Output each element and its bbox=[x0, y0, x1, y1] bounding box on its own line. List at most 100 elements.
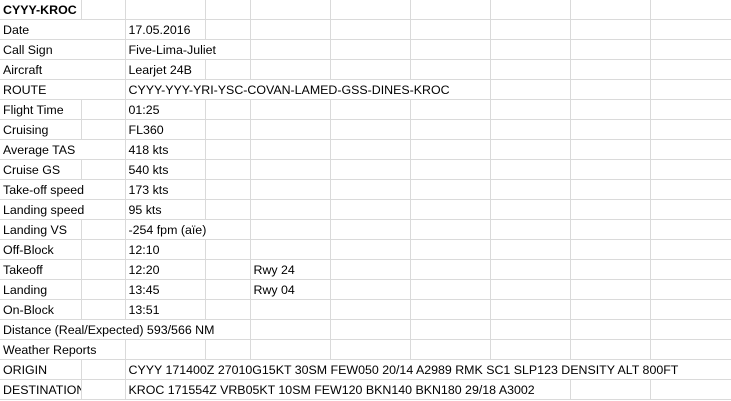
cell[interactable] bbox=[80, 379, 126, 400]
cell[interactable] bbox=[124, 339, 206, 360]
value-cell[interactable]: 12:20 bbox=[124, 259, 206, 280]
label-cell[interactable]: Takeoff bbox=[0, 259, 82, 280]
cell[interactable] bbox=[204, 59, 251, 80]
cell[interactable] bbox=[409, 99, 491, 120]
cell[interactable] bbox=[649, 339, 731, 360]
cell[interactable] bbox=[569, 239, 651, 260]
cell[interactable] bbox=[409, 179, 491, 200]
label-cell[interactable]: Landing speed bbox=[0, 199, 126, 220]
cell[interactable] bbox=[569, 219, 651, 240]
cell[interactable] bbox=[649, 79, 731, 100]
label-cell[interactable]: DESTINATION bbox=[0, 379, 82, 400]
cell[interactable] bbox=[204, 239, 251, 260]
cell[interactable] bbox=[569, 279, 651, 300]
cell[interactable] bbox=[569, 379, 651, 400]
cell[interactable] bbox=[649, 279, 731, 300]
cell[interactable] bbox=[409, 119, 491, 140]
cell[interactable] bbox=[649, 59, 731, 80]
value-cell[interactable]: 12:10 bbox=[124, 239, 206, 260]
cell[interactable] bbox=[80, 0, 126, 20]
label-cell[interactable]: Weather Reports bbox=[0, 339, 126, 360]
cell[interactable] bbox=[569, 99, 651, 120]
cell[interactable] bbox=[80, 359, 126, 380]
sheet-title-cell[interactable]: CYYY-KROC bbox=[0, 0, 82, 20]
cell[interactable] bbox=[249, 59, 331, 80]
cell[interactable] bbox=[80, 299, 126, 320]
cell[interactable] bbox=[329, 179, 411, 200]
cell[interactable] bbox=[489, 259, 571, 280]
cell[interactable] bbox=[569, 259, 651, 280]
cell[interactable] bbox=[649, 39, 731, 60]
cell[interactable] bbox=[249, 139, 331, 160]
cell[interactable] bbox=[569, 159, 651, 180]
label-cell[interactable]: Landing VS bbox=[0, 219, 82, 240]
cell[interactable] bbox=[204, 99, 251, 120]
cell[interactable] bbox=[80, 119, 126, 140]
cell[interactable] bbox=[80, 259, 126, 280]
cell[interactable] bbox=[249, 19, 331, 40]
cell[interactable] bbox=[329, 299, 411, 320]
cell[interactable] bbox=[569, 79, 651, 100]
cell[interactable] bbox=[329, 99, 411, 120]
cell[interactable] bbox=[569, 0, 651, 20]
cell[interactable] bbox=[649, 239, 731, 260]
cell[interactable] bbox=[204, 139, 251, 160]
cell[interactable] bbox=[409, 299, 491, 320]
cell[interactable] bbox=[489, 319, 571, 340]
cell[interactable] bbox=[329, 119, 411, 140]
cell[interactable] bbox=[489, 139, 571, 160]
cell[interactable] bbox=[329, 59, 411, 80]
cell[interactable] bbox=[409, 339, 491, 360]
cell[interactable] bbox=[489, 159, 571, 180]
label-cell[interactable]: Take-off speed bbox=[0, 179, 126, 200]
cell[interactable] bbox=[249, 199, 331, 220]
label-cell[interactable]: Call Sign bbox=[0, 39, 126, 60]
cell[interactable] bbox=[329, 239, 411, 260]
cell[interactable] bbox=[249, 219, 331, 240]
value-cell[interactable]: KROC 171554Z VRB05KT 10SM FEW120 BKN140 … bbox=[124, 379, 571, 400]
cell[interactable] bbox=[649, 0, 731, 20]
cell[interactable] bbox=[204, 0, 251, 20]
value-cell[interactable]: Learjet 24B bbox=[124, 59, 206, 80]
cell[interactable] bbox=[409, 0, 491, 20]
cell[interactable] bbox=[489, 239, 571, 260]
cell[interactable] bbox=[329, 159, 411, 180]
cell[interactable] bbox=[569, 139, 651, 160]
cell[interactable] bbox=[329, 279, 411, 300]
cell[interactable] bbox=[649, 139, 731, 160]
cell[interactable] bbox=[249, 319, 331, 340]
cell[interactable] bbox=[649, 259, 731, 280]
cell[interactable] bbox=[329, 19, 411, 40]
cell[interactable] bbox=[204, 279, 251, 300]
cell[interactable] bbox=[409, 239, 491, 260]
cell[interactable] bbox=[489, 119, 571, 140]
cell[interactable] bbox=[569, 39, 651, 60]
cell[interactable] bbox=[489, 199, 571, 220]
cell[interactable] bbox=[489, 39, 571, 60]
cell[interactable] bbox=[409, 219, 491, 240]
runway-cell[interactable]: Rwy 04 bbox=[249, 279, 331, 300]
cell[interactable] bbox=[649, 299, 731, 320]
cell[interactable] bbox=[249, 159, 331, 180]
cell[interactable] bbox=[649, 119, 731, 140]
cell[interactable] bbox=[569, 299, 651, 320]
cell[interactable] bbox=[409, 19, 491, 40]
cell[interactable] bbox=[569, 339, 651, 360]
cell[interactable] bbox=[249, 99, 331, 120]
cell[interactable] bbox=[204, 259, 251, 280]
cell[interactable] bbox=[489, 179, 571, 200]
cell[interactable] bbox=[409, 139, 491, 160]
cell[interactable] bbox=[489, 299, 571, 320]
cell[interactable] bbox=[249, 0, 331, 20]
value-cell[interactable]: 540 kts bbox=[124, 159, 206, 180]
cell[interactable] bbox=[204, 119, 251, 140]
value-cell[interactable]: 13:45 bbox=[124, 279, 206, 300]
cell[interactable] bbox=[204, 299, 251, 320]
cell[interactable] bbox=[249, 299, 331, 320]
cell[interactable] bbox=[409, 259, 491, 280]
value-cell[interactable]: Five-Lima-Juliet bbox=[124, 39, 251, 60]
value-cell[interactable]: FL360 bbox=[124, 119, 206, 140]
cell[interactable] bbox=[649, 319, 731, 340]
label-cell[interactable]: Landing bbox=[0, 279, 82, 300]
cell[interactable] bbox=[80, 159, 126, 180]
